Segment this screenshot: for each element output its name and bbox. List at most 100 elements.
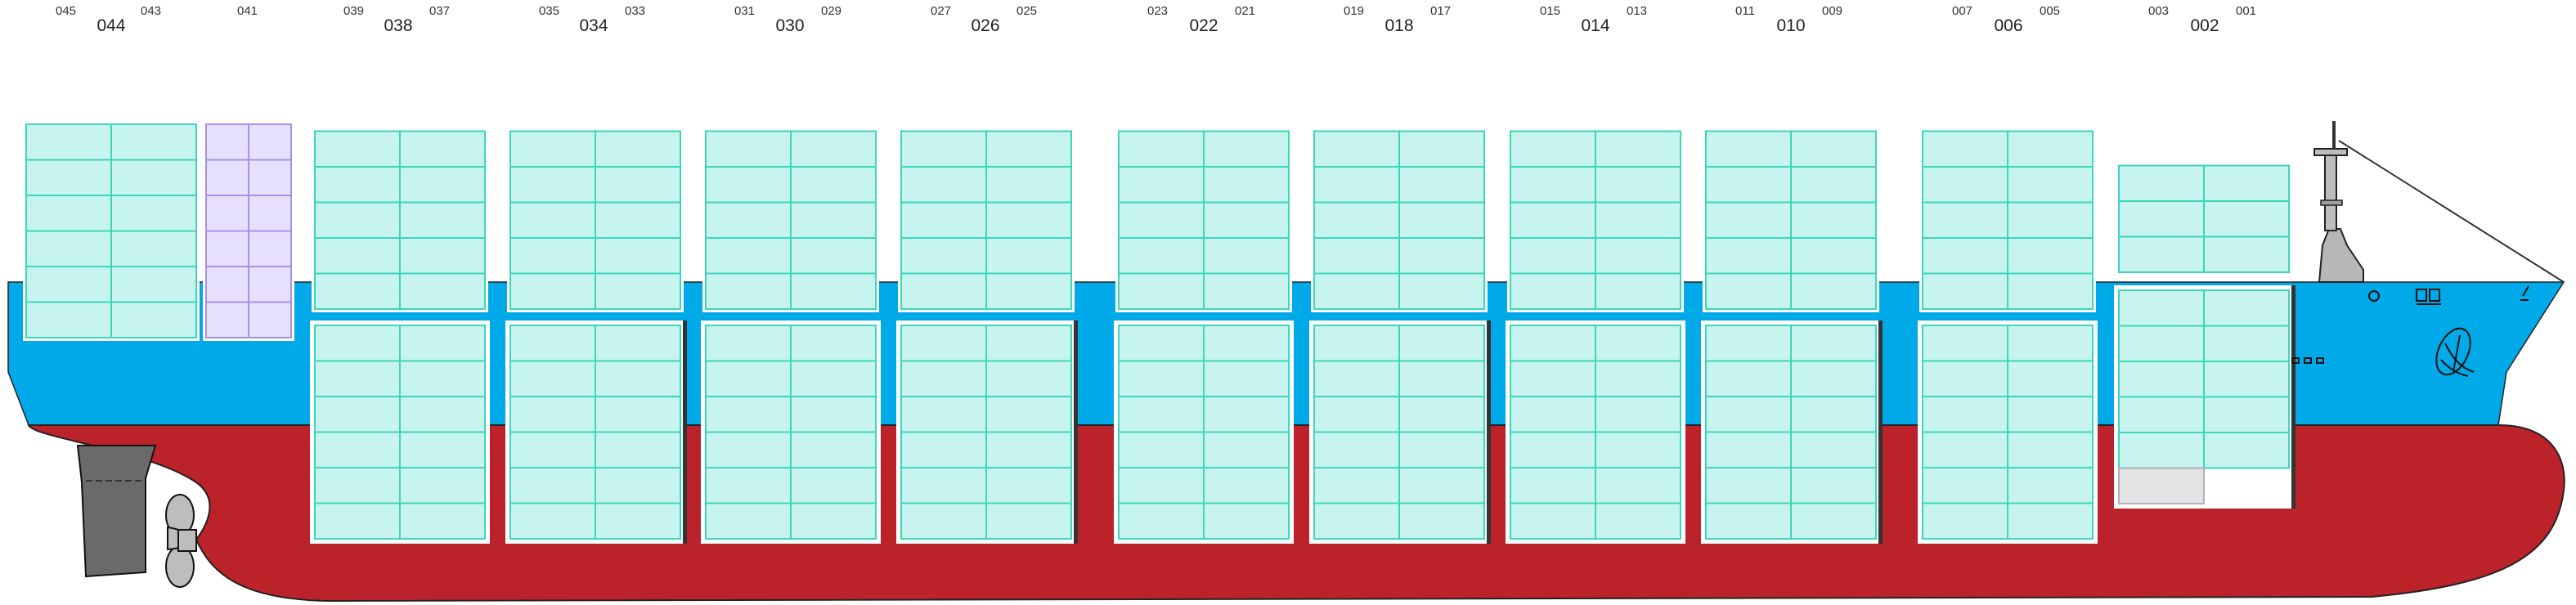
deck-container [1595,201,1681,239]
hold-container [595,360,681,397]
deck-container [110,266,197,303]
bulkhead [1878,320,1883,544]
hold-container [1790,396,1877,433]
bow-superstructure [2291,121,2565,377]
deck-container [2118,200,2205,238]
deck-container [110,301,197,338]
deck-container [1510,166,1596,204]
hold-container [509,467,596,504]
hold-container [595,502,681,540]
hold-container [595,396,681,433]
deck-container [110,159,197,196]
bay-label-aft: 029 [821,4,841,18]
bay-label-main: 044 [96,16,125,35]
deck-container [314,237,401,275]
hold-container [985,467,1072,504]
hold-container [1203,396,1290,433]
hold-container [2007,467,2094,504]
bay-label-main: 002 [2190,16,2219,35]
hold-container [2007,396,2094,433]
hold-container [900,467,987,504]
deck-container [1313,201,1400,239]
hold-container [1398,467,1485,504]
bulkhead [1487,320,1491,544]
bay-label-fore: 031 [734,4,755,18]
hold-container [705,431,792,468]
deck-container [509,166,596,204]
hold-container [2118,432,2205,469]
hold-container [595,325,681,362]
bay-label-fore: 027 [931,4,951,18]
hold-container [1705,360,1792,397]
deck-container [595,201,681,239]
deck-container [1313,272,1400,310]
deck-container [314,272,401,310]
hold-container [985,360,1072,397]
containers [25,123,2290,540]
bay-label-aft: 033 [625,4,645,18]
deck-container [1922,130,2008,168]
hold-container [1313,360,1400,397]
hold-container [1313,431,1400,468]
deck-container [1313,166,1400,204]
hold-container [1510,467,1596,504]
deck-container [595,166,681,204]
bow-window-icon [2429,289,2440,302]
bay-label-fore: 039 [343,4,364,18]
mast-crossbar [2313,148,2348,156]
hold-container [1118,360,1205,397]
mast-column [2324,155,2337,231]
deck-container [1922,201,2008,239]
deck-container [2118,164,2205,202]
deck-container [1398,201,1485,239]
deck-container [790,237,877,275]
hold-container [1398,431,1485,468]
deck-container [399,272,486,310]
bay-label-main: 010 [1776,16,1805,35]
reefer-container [205,266,249,303]
deck-container [705,166,792,204]
deck-container [2118,235,2205,273]
hold-container [509,396,596,433]
hold-container [1313,502,1400,540]
deck-container [399,237,486,275]
hold-container [2007,431,2094,468]
bow-mark-icon [2368,290,2380,302]
hold-container [314,360,401,397]
hold-container [1313,396,1400,433]
deck-container [1398,130,1485,168]
hold-container [790,396,877,433]
hold-container [790,467,877,504]
reefer-container [205,195,249,232]
deck-container [1203,237,1290,275]
hold-container [1398,325,1485,362]
hold-container [1313,325,1400,362]
hold-container [2118,396,2205,433]
deck-container [110,230,197,267]
foremast [2318,228,2364,283]
hold-container [1510,396,1596,433]
deck-container [1705,166,1792,204]
deck-container [2203,164,2290,202]
hold-container [1922,502,2008,540]
bay-label-aft: 037 [429,4,450,18]
deck-container [900,201,987,239]
bay-label-main: 006 [1994,16,2022,35]
reefer-container [205,123,249,161]
hold-container [1922,467,2008,504]
hold-container [1790,325,1877,362]
hold-container [1203,431,1290,468]
hold-container [1922,431,2008,468]
deck-container [900,237,987,275]
deck-container [1398,272,1485,310]
deck-container [1510,130,1596,168]
hold-container [1922,360,2008,397]
hold-container [2118,325,2205,362]
deck-container [1510,201,1596,239]
hold-container [1510,325,1596,362]
hold-container [1705,325,1792,362]
hold-container [790,325,877,362]
deck-container [1705,130,1792,168]
hold-container [1313,467,1400,504]
deck-container [705,201,792,239]
